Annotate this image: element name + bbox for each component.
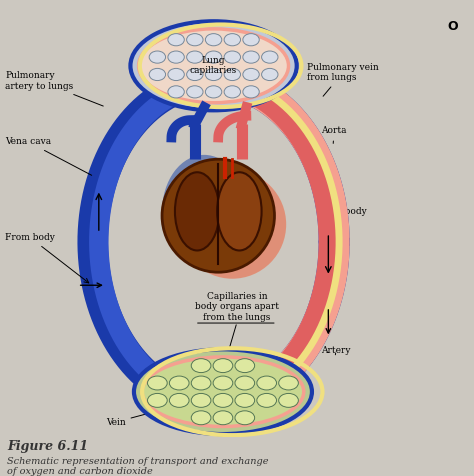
Ellipse shape [205,86,222,98]
Text: Vein: Vein [106,406,178,426]
Ellipse shape [235,394,255,407]
Ellipse shape [235,359,255,373]
Ellipse shape [224,69,240,80]
Ellipse shape [191,411,211,425]
Ellipse shape [134,349,312,434]
Text: Lung
capillaries: Lung capillaries [190,56,237,76]
Ellipse shape [205,34,222,46]
Text: Figure 6.11: Figure 6.11 [8,439,89,453]
Ellipse shape [149,69,165,80]
Ellipse shape [130,21,297,110]
Ellipse shape [138,29,289,103]
Ellipse shape [262,51,278,63]
Text: Pulmonary vein
from lungs: Pulmonary vein from lungs [307,63,379,96]
Ellipse shape [257,376,276,390]
Ellipse shape [213,411,233,425]
Ellipse shape [224,34,240,46]
Ellipse shape [187,34,203,46]
Ellipse shape [213,359,233,373]
Ellipse shape [149,51,165,63]
Ellipse shape [168,69,184,80]
Ellipse shape [205,69,222,80]
Ellipse shape [168,86,184,98]
Ellipse shape [243,51,259,63]
Ellipse shape [262,69,278,80]
Ellipse shape [168,51,184,63]
Ellipse shape [147,394,167,407]
Ellipse shape [191,359,211,373]
Ellipse shape [191,376,211,390]
Ellipse shape [178,170,286,279]
Ellipse shape [243,34,259,46]
Text: Schematic representation of transport and exchange
of oxygen and carbon dioxide: Schematic representation of transport an… [8,457,269,476]
Text: O: O [448,20,458,33]
Ellipse shape [243,86,259,98]
Ellipse shape [169,394,189,407]
Ellipse shape [187,51,203,63]
Ellipse shape [168,34,184,46]
Text: To body: To body [331,207,366,230]
Ellipse shape [235,411,255,425]
Text: Pulmonary
artery to lungs: Pulmonary artery to lungs [5,71,103,106]
Text: Capillaries in
body organs apart
from the lungs: Capillaries in body organs apart from th… [195,292,279,322]
Ellipse shape [147,376,167,390]
Ellipse shape [279,394,298,407]
Text: From body: From body [5,233,89,283]
Ellipse shape [217,172,262,250]
Ellipse shape [279,376,298,390]
Ellipse shape [191,394,211,407]
Ellipse shape [175,172,219,250]
Ellipse shape [162,159,274,272]
Ellipse shape [224,51,240,63]
Ellipse shape [205,51,222,63]
Text: Artery: Artery [321,346,351,355]
Text: Vena cava: Vena cava [5,138,91,175]
Ellipse shape [257,394,276,407]
Ellipse shape [235,376,255,390]
Ellipse shape [187,69,203,80]
Text: Aorta: Aorta [321,127,347,143]
Ellipse shape [213,394,233,407]
Ellipse shape [142,357,304,426]
Ellipse shape [169,376,189,390]
Ellipse shape [187,86,203,98]
Ellipse shape [213,376,233,390]
Ellipse shape [243,69,259,80]
Ellipse shape [224,86,240,98]
Ellipse shape [162,155,246,268]
